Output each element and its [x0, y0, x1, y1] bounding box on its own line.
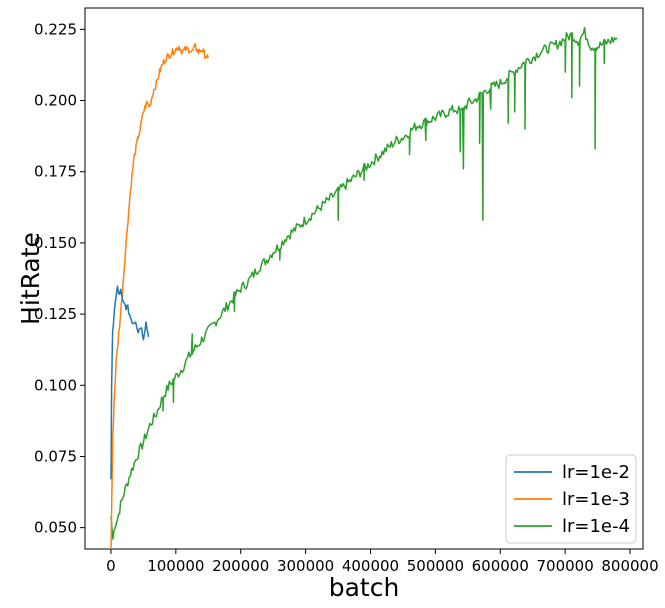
legend-label: lr=1e-3 [562, 489, 630, 510]
x-tick-label: 700000 [537, 557, 594, 575]
legend: lr=1e-2 lr=1e-3 lr=1e-4 [505, 454, 637, 544]
series-line-1 [110, 43, 210, 551]
x-tick-label: 300000 [277, 557, 334, 575]
series-line-0 [110, 285, 150, 480]
y-axis-ticks: 0.050 0.075 0.100 0.125 0.150 0.175 0.200 0.225 [34, 20, 85, 537]
legend-box [505, 454, 637, 544]
x-axis-title: batch [329, 573, 400, 602]
y-tick-label: 0.075 [34, 447, 77, 465]
y-tick-label: 0.150 [34, 234, 77, 252]
y-tick-label: 0.200 [34, 92, 77, 110]
x-tick-label: 800000 [601, 557, 658, 575]
x-tick-label: 0 [106, 557, 116, 575]
x-tick-label: 200000 [212, 557, 269, 575]
x-tick-label: 400000 [342, 557, 399, 575]
series-line-2 [110, 26, 618, 540]
y-tick-label: 0.225 [34, 20, 77, 38]
x-axis-ticks: 0 100000 200000 300000 400000 500000 600000 700… [106, 549, 659, 575]
legend-label: lr=1e-4 [562, 516, 630, 537]
y-axis-title: HitRate [16, 232, 45, 325]
x-tick-label: 600000 [472, 557, 529, 575]
legend-label: lr=1e-2 [562, 462, 630, 483]
y-tick-label: 0.125 [34, 305, 77, 323]
x-tick-label: 100000 [147, 557, 204, 575]
plot-frame [84, 7, 644, 550]
plot-area [84, 7, 644, 551]
y-tick-label: 0.050 [34, 519, 77, 537]
y-tick-label: 0.175 [34, 163, 77, 181]
y-tick-label: 0.100 [34, 376, 77, 394]
series-layer [110, 26, 618, 551]
x-tick-label: 500000 [407, 557, 464, 575]
